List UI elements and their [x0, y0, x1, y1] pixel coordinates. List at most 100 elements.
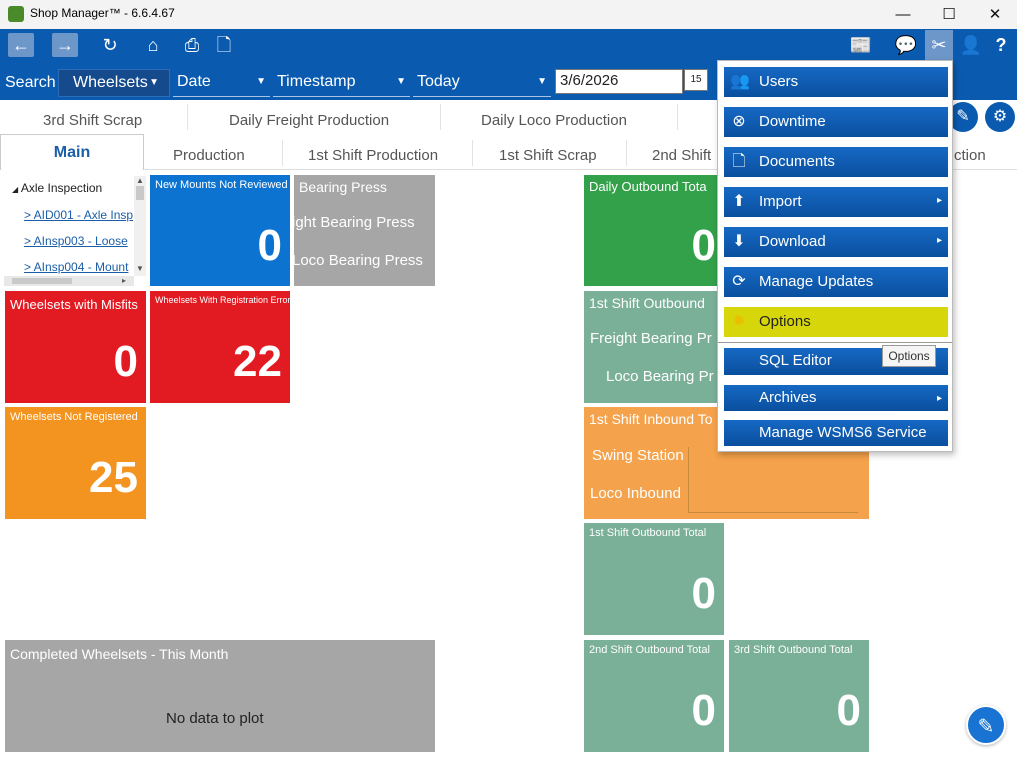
tile-title: 1st Shift Outbound [589, 295, 705, 311]
tab-partial[interactable]: ction [954, 147, 986, 164]
tab-separator [440, 104, 441, 130]
timestamp-value: Timestamp [277, 73, 356, 90]
tree-root[interactable]: ◢ Axle Inspection [12, 181, 102, 195]
tile-value: 0 [836, 686, 861, 735]
menu-item-users[interactable]: 👥 Users [724, 67, 948, 97]
menu-item-label: SQL Editor [759, 352, 832, 369]
menu-item-label: Import [759, 193, 802, 210]
menu-item-label: Downtime [759, 113, 826, 130]
document-icon[interactable]: 🗋 [216, 35, 232, 55]
menu-item-label: Manage WSMS6 Service [759, 424, 927, 441]
refresh-icon[interactable]: ↻ [102, 35, 118, 55]
search-type-select[interactable]: Wheelsets ▼ [58, 69, 170, 97]
edit-icon[interactable]: ✎ [948, 102, 978, 132]
tree-link[interactable]: > AID001 - Axle Insp [24, 208, 134, 222]
scroll-thumb[interactable] [136, 186, 144, 200]
menu-item-download[interactable]: ⬇ Download ▸ [724, 227, 948, 257]
tile-daily-outbound[interactable]: Daily Outbound Tota 0 [584, 175, 724, 286]
tile-3rd-shift-outbound-total[interactable]: 3rd Shift Outbound Total 0 [729, 640, 869, 752]
tab-production[interactable]: Production [173, 147, 245, 164]
scroll-right-icon[interactable]: ▸ [122, 276, 127, 285]
scroll-up-icon[interactable]: ▲ [136, 176, 144, 185]
menu-item-label: Download [759, 233, 826, 250]
search-field-value: Date [177, 73, 211, 90]
user-icon[interactable]: 👤 [959, 35, 983, 55]
chevron-down-icon: ▼ [396, 76, 406, 87]
tab-2nd-shift[interactable]: 2nd Shift [652, 147, 712, 164]
tile-completed-wheelsets[interactable]: Completed Wheelsets - This Month No data… [5, 640, 435, 752]
tab-separator [282, 140, 283, 166]
app-icon [8, 6, 24, 22]
forward-icon[interactable]: → [52, 33, 78, 57]
scroll-down-icon[interactable]: ▼ [136, 264, 144, 273]
tile-1st-shift-outbound-chart[interactable]: 1st Shift Outbound Freight Bearing Pr Lo… [584, 291, 724, 403]
tile-1st-shift-outbound-total[interactable]: 1st Shift Outbound Total 0 [584, 523, 724, 635]
search-type-value: Wheelsets [73, 74, 148, 91]
submenu-arrow-icon: ▸ [936, 393, 942, 404]
window-title: Shop Manager™ - 6.6.4.67 [30, 6, 175, 20]
menu-item-archives[interactable]: Archives ▸ [724, 385, 948, 411]
settings-gear-icon[interactable]: ⚙ [985, 102, 1015, 132]
menu-item-options[interactable]: ✹ Options [724, 307, 948, 337]
tile-title: Completed Wheelsets - This Month [10, 646, 229, 662]
tile-value: 0 [691, 569, 716, 618]
range-select[interactable]: Today ▼ [413, 69, 551, 97]
menu-item-documents[interactable]: 🗋 Documents [724, 147, 948, 177]
options-tooltip: Options [882, 345, 936, 367]
menu-item-downtime[interactable]: ⊗ Downtime [724, 107, 948, 137]
menu-item-label: Manage Updates [759, 273, 874, 290]
back-icon[interactable]: ← [8, 33, 34, 57]
maximize-button[interactable]: ☐ [942, 6, 956, 23]
tile-title: New Mounts Not Reviewed [155, 179, 288, 191]
chart-series-label: Loco Bearing Pr [606, 368, 714, 385]
tile-wheelsets-misfits[interactable]: Wheelsets with Misfits 0 [5, 291, 146, 403]
menu-item-label: Archives [759, 389, 817, 406]
search-field-select[interactable]: Date ▼ [173, 69, 270, 97]
help-icon[interactable]: ? [995, 35, 1007, 55]
tab-separator [626, 140, 627, 166]
tab-daily-loco-production[interactable]: Daily Loco Production [481, 112, 627, 129]
tile-new-mounts[interactable]: New Mounts Not Reviewed 0 [150, 175, 290, 286]
tile-not-registered[interactable]: Wheelsets Not Registered 25 [5, 407, 146, 519]
chart-axis [688, 447, 689, 513]
close-button[interactable]: ✕ [988, 6, 1002, 23]
tile-bearing-press[interactable]: Bearing Press ight Bearing Press Loco Be… [294, 175, 435, 286]
menu-item-import[interactable]: ⬆ Import ▸ [724, 187, 948, 217]
tree-horizontal-scrollbar[interactable]: ▸ [4, 276, 134, 286]
home-icon[interactable]: ⌂ [147, 35, 159, 55]
tree-link[interactable]: > AInsp003 - Loose [24, 234, 128, 248]
import-icon: ⬆ [732, 193, 746, 210]
menu-item-label: Options [759, 313, 811, 330]
edit-fab-icon[interactable]: ✎ [966, 705, 1006, 745]
submenu-arrow-icon: ▸ [936, 235, 942, 246]
scroll-thumb[interactable] [12, 278, 72, 284]
documents-icon: 🗋 [732, 153, 746, 170]
toolbar: ← → ↻ ⌂ ⎙ 🗋 📰 💬 ✂ 👤 ? [0, 29, 1017, 62]
calendar-icon[interactable]: 15 [684, 69, 708, 91]
tools-menu: 👥 Users ⊗ Downtime 🗋 Documents ⬆ Import ▸ ⬇ Do… [717, 60, 953, 452]
menu-item-label: Users [759, 73, 799, 90]
print-icon[interactable]: ⎙ [184, 35, 200, 55]
tab-1st-shift-production[interactable]: 1st Shift Production [308, 147, 439, 164]
tile-registration-errors[interactable]: Wheelsets With Registration Errors 22 [150, 291, 290, 403]
timestamp-select[interactable]: Timestamp ▼ [273, 69, 410, 97]
tools-icon[interactable]: ✂ [925, 30, 953, 60]
expand-icon[interactable]: ◢ [12, 185, 19, 194]
menu-item-manage-updates[interactable]: ⟳ Manage Updates [724, 267, 948, 297]
axle-inspection-tree: ◢ Axle Inspection > AID001 - Axle Insp >… [4, 176, 146, 286]
tree-vertical-scrollbar[interactable]: ▲ ▼ [134, 176, 146, 276]
date-input[interactable]: 3/6/2026 [555, 69, 683, 94]
tile-title: Wheelsets With Registration Errors [155, 295, 290, 305]
tab-main[interactable]: Main [0, 134, 144, 170]
news-icon[interactable]: 📰 [849, 35, 873, 55]
tab-3rd-shift-scrap[interactable]: 3rd Shift Scrap [43, 112, 143, 129]
tile-2nd-shift-outbound-total[interactable]: 2nd Shift Outbound Total 0 [584, 640, 724, 752]
tab-daily-freight-production[interactable]: Daily Freight Production [229, 112, 390, 129]
minimize-button[interactable]: — [895, 6, 911, 23]
search-label: Search [5, 74, 56, 91]
tree-link[interactable]: > AInsp004 - Mount [24, 260, 129, 274]
menu-item-manage-wsms6-service[interactable]: Manage WSMS6 Service [724, 420, 948, 446]
chevron-down-icon: ▼ [149, 77, 159, 88]
chat-icon[interactable]: 💬 [894, 35, 918, 55]
tab-1st-shift-scrap[interactable]: 1st Shift Scrap [499, 147, 597, 164]
